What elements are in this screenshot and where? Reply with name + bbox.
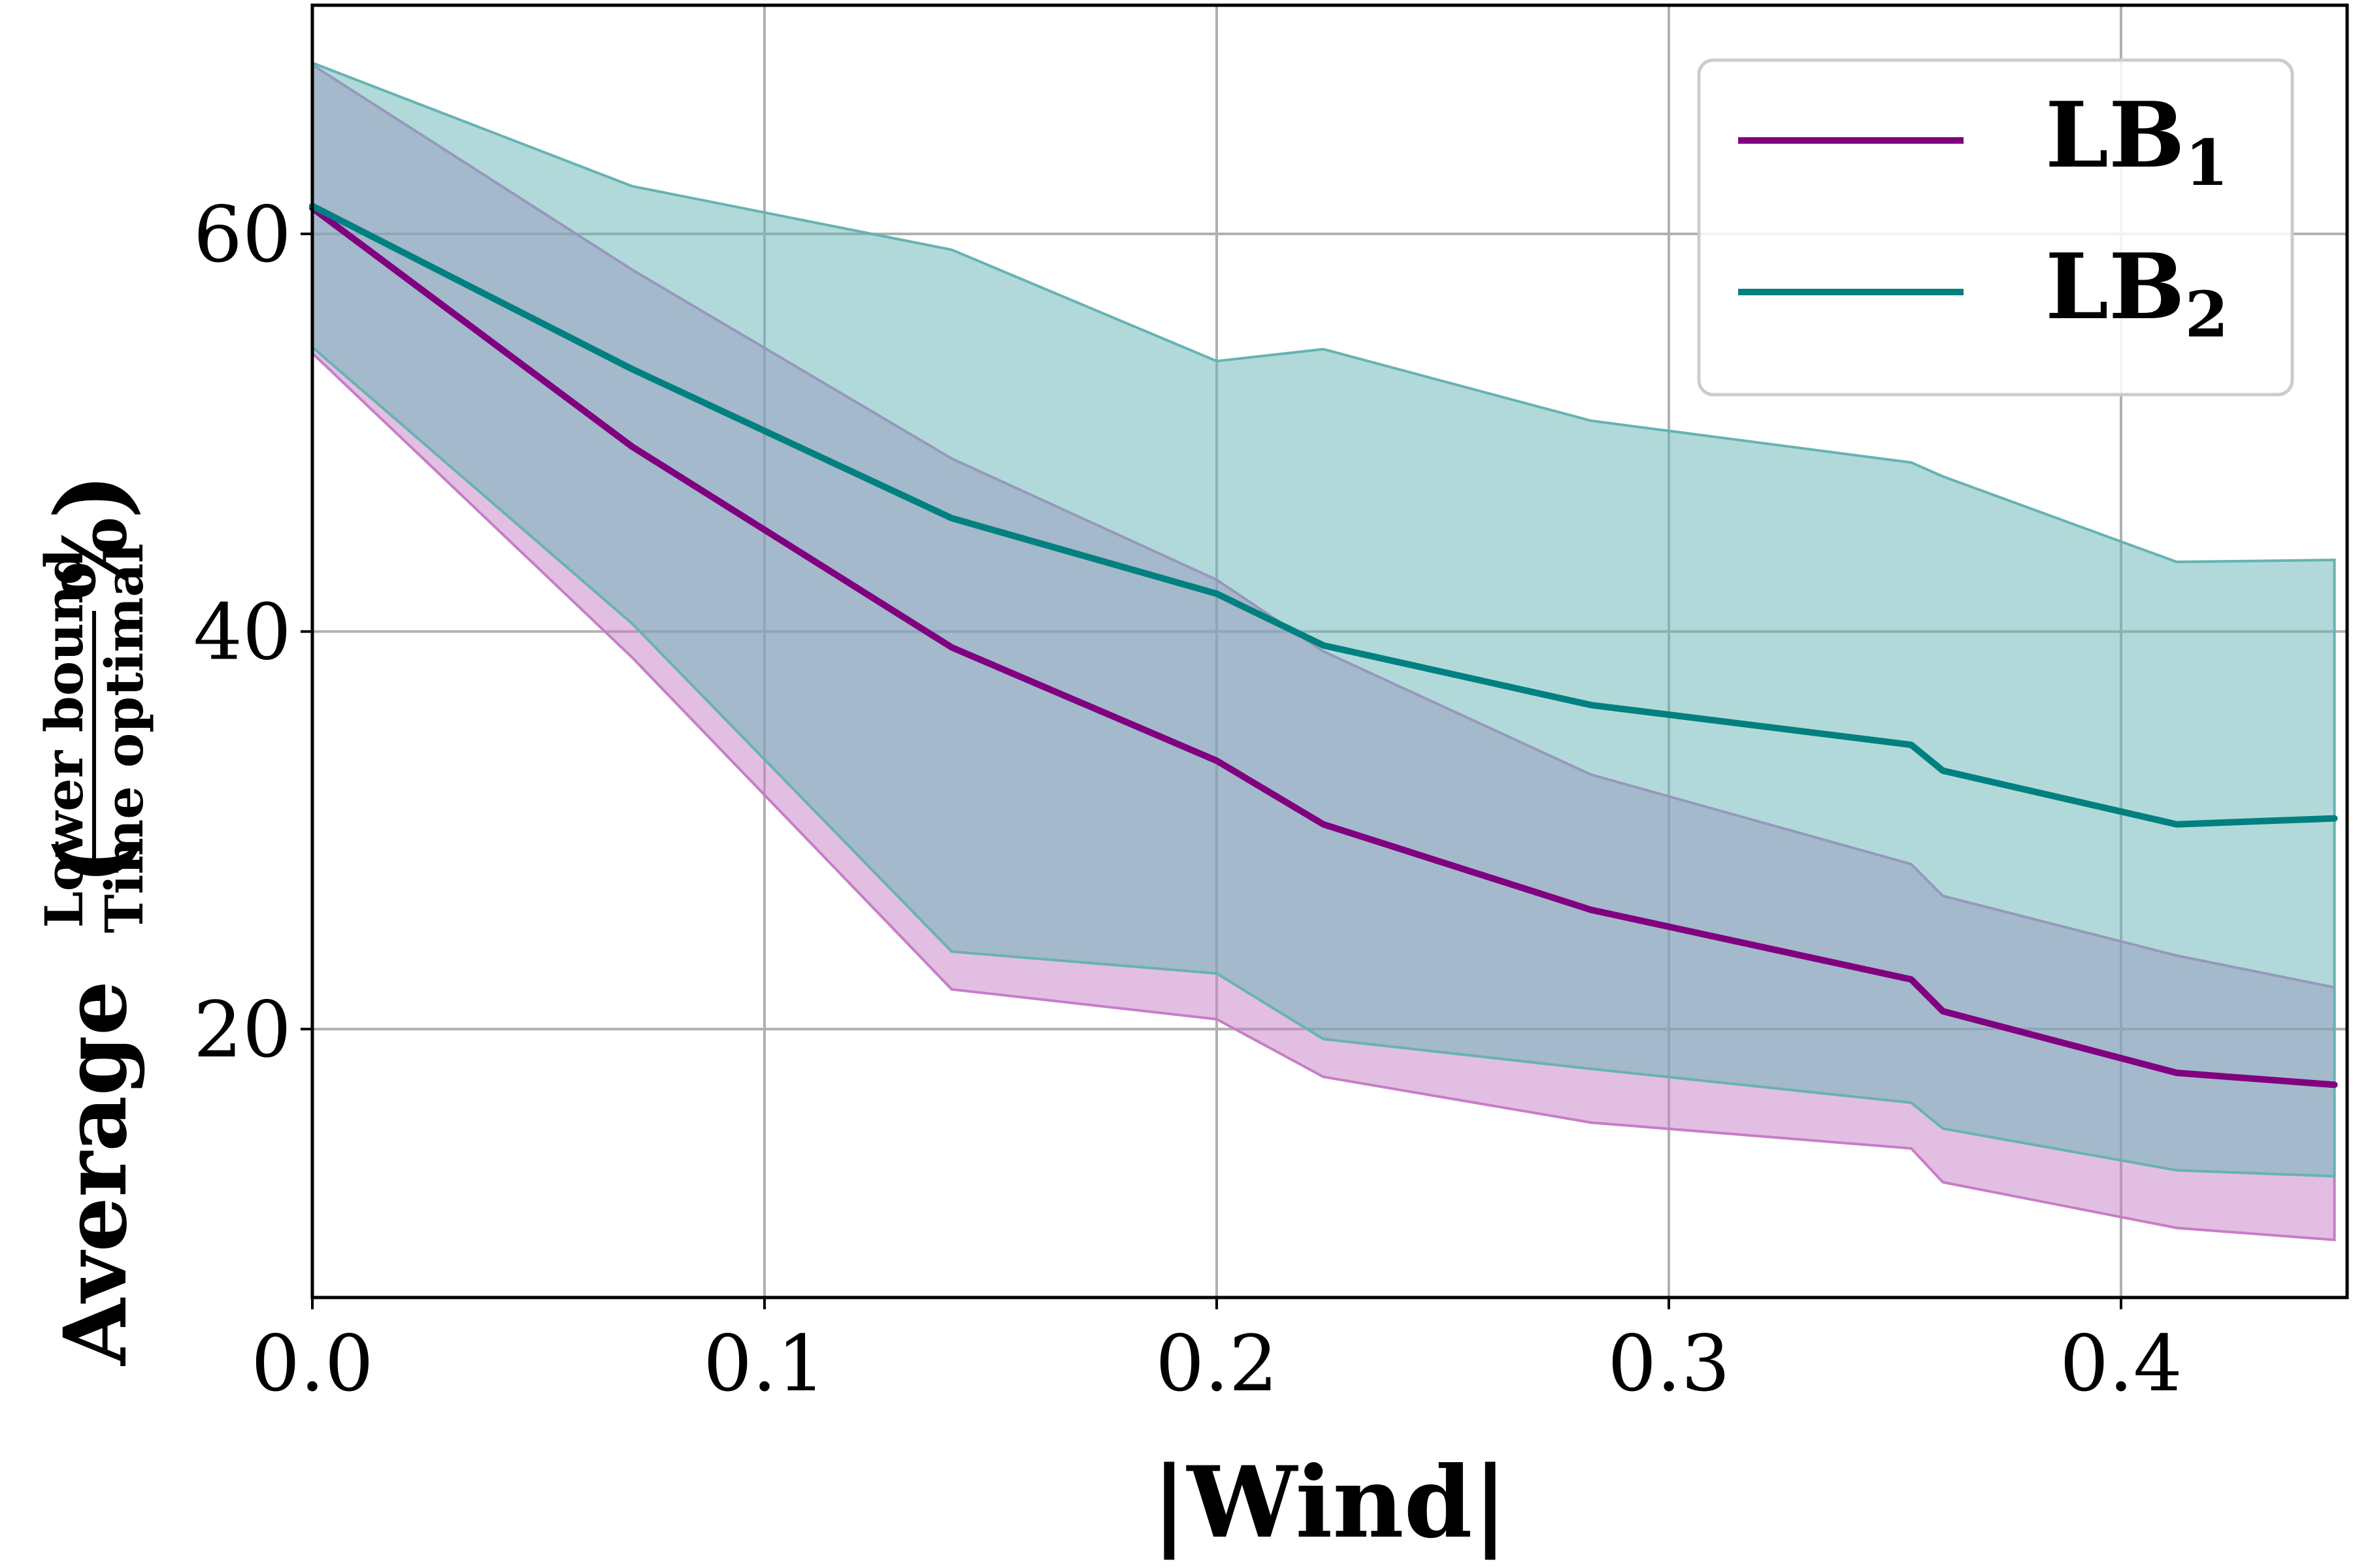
legend-label-lb2-name: LB bbox=[2045, 233, 2185, 340]
confidence-bands bbox=[311, 61, 2336, 1241]
line-lb2 bbox=[309, 203, 2338, 828]
legend-label-lb1-subscript: 1 bbox=[2185, 126, 2229, 200]
y-axis-title-numerator: Lower bound bbox=[33, 549, 95, 928]
series-lines bbox=[309, 203, 2338, 1088]
x-tick-label: 0.3 bbox=[1607, 1318, 1730, 1409]
band-lb2 bbox=[311, 61, 2336, 1178]
y-axis-ticks: 20 40 60 bbox=[193, 189, 312, 1075]
y-tick-label: 60 bbox=[193, 189, 291, 280]
y-axis-title-close-paren: ) bbox=[34, 473, 149, 519]
legend-label-lb2-subscript: 2 bbox=[2185, 278, 2229, 351]
x-axis-ticks: 0.0 0.1 0.2 0.3 0.4 bbox=[251, 1298, 2182, 1409]
x-tick-label: 0.4 bbox=[2060, 1318, 2182, 1409]
y-tick-label: 20 bbox=[193, 985, 291, 1075]
legend-label-lb1-name: LB bbox=[2045, 82, 2185, 188]
y-axis-title-denominator: Time optimal bbox=[93, 544, 155, 934]
plot-frame bbox=[310, 3, 2349, 1299]
x-tick-label: 0.0 bbox=[251, 1318, 374, 1409]
line-lb1 bbox=[309, 204, 2338, 1088]
y-axis-title-open-paren: ( bbox=[34, 839, 149, 885]
legend-label-lb1: LB1 bbox=[2045, 82, 2228, 200]
y-axis-title-prefix: Average bbox=[45, 981, 146, 1367]
legend-label-lb2: LB2 bbox=[2045, 233, 2228, 351]
x-tick-label: 0.2 bbox=[1155, 1318, 1278, 1409]
y-tick-label: 40 bbox=[193, 587, 291, 678]
legend: LB1 LB2 bbox=[1697, 58, 2294, 397]
y-axis-title: Average ( Lower bound Time optimal % ) bbox=[33, 473, 155, 1367]
x-axis-title: |Wind| bbox=[1151, 1445, 1508, 1560]
y-axis-title-percent: % bbox=[45, 517, 146, 599]
x-tick-label: 0.1 bbox=[703, 1318, 826, 1409]
